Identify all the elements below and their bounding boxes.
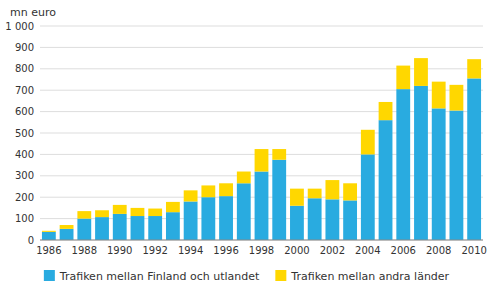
bar (432, 82, 446, 109)
bar (237, 183, 251, 240)
bar (201, 185, 215, 197)
legend: Trafiken mellan Finland och utlandet Traf… (44, 270, 450, 283)
grid-line (40, 26, 483, 27)
x-tick-label: 2006 (391, 245, 416, 256)
y-tick-label: 800 (15, 63, 34, 74)
bar (325, 199, 339, 240)
bar (272, 149, 286, 160)
bar (219, 196, 233, 240)
x-tick-label: 1992 (142, 245, 167, 256)
y-ticks: 0 100 200 300 400 500 600 700 800 900 1 000 (5, 21, 34, 246)
grid (40, 26, 483, 240)
bar (450, 111, 464, 240)
bar (414, 86, 428, 240)
bar (361, 154, 375, 240)
bar (148, 216, 162, 240)
grid-line (40, 240, 483, 241)
x-ticks: 1986 1988 1990 1992 1994 1996 1998 2000 2002 2004… (36, 245, 487, 256)
bar (113, 205, 127, 214)
x-tick-label: 1996 (213, 245, 238, 256)
bar (131, 216, 145, 240)
x-tick-label: 1994 (178, 245, 203, 256)
x-tick-label: 2000 (284, 245, 309, 256)
x-tick-label: 1988 (72, 245, 97, 256)
legend-item: Trafiken mellan Finland och utlandet (44, 270, 260, 283)
legend-swatch (44, 270, 55, 281)
bar (308, 189, 322, 199)
y-tick-label: 100 (15, 213, 34, 224)
bar (325, 180, 339, 199)
bars (42, 58, 481, 240)
x-axis-line (40, 240, 483, 241)
x-tick-label: 2010 (461, 245, 486, 256)
y-tick-label: 300 (15, 170, 34, 181)
bar (467, 59, 481, 78)
bar (379, 120, 393, 240)
bar (77, 219, 91, 240)
bar (467, 78, 481, 240)
x-tick-label: 1986 (36, 245, 61, 256)
bar (60, 229, 74, 240)
bar (414, 58, 428, 86)
y-tick-label: 400 (15, 149, 34, 160)
bar (42, 231, 56, 232)
y-tick-label: 700 (15, 85, 34, 96)
bar (255, 172, 269, 240)
bar (148, 209, 162, 216)
bar (184, 190, 198, 201)
y-tick-label: 500 (15, 128, 34, 139)
bar (343, 183, 357, 200)
bar (60, 225, 74, 229)
bar (113, 214, 127, 240)
y-tick-label: 200 (15, 192, 34, 203)
bar (272, 160, 286, 240)
x-tick-label: 2008 (426, 245, 451, 256)
legend-item: Trafiken mellan andra länder (275, 270, 449, 283)
legend-label: Trafiken mellan Finland och utlandet (59, 270, 260, 283)
x-tick-label: 2004 (355, 245, 380, 256)
bar (131, 208, 145, 216)
y-tick-label: 900 (15, 42, 34, 53)
bar (166, 212, 180, 240)
bar (343, 200, 357, 240)
chart: 0 100 200 300 400 500 600 700 800 900 1 000 mn euro… (0, 0, 493, 290)
bar (201, 197, 215, 240)
bar (184, 201, 198, 240)
x-tick-label: 2002 (320, 245, 345, 256)
bar (237, 172, 251, 184)
bar (396, 89, 410, 240)
legend-swatch (275, 270, 286, 281)
bar (290, 189, 304, 206)
bar (255, 149, 269, 171)
bar (361, 130, 375, 155)
legend-label: Trafiken mellan andra länder (290, 270, 449, 283)
bar (450, 85, 464, 111)
y-axis-label: mn euro (10, 6, 56, 19)
bar (166, 202, 180, 212)
bar (432, 108, 446, 240)
bar (77, 211, 91, 218)
bar (379, 102, 393, 120)
x-tick-label: 1990 (107, 245, 132, 256)
bar (95, 217, 109, 240)
grid-line (40, 47, 483, 48)
bar (290, 206, 304, 240)
y-tick-label: 1 000 (5, 21, 34, 32)
y-tick-label: 600 (15, 106, 34, 117)
bar (396, 66, 410, 90)
bar (308, 198, 322, 240)
bar (42, 232, 56, 240)
bar (219, 183, 233, 196)
bar (95, 210, 109, 217)
y-tick-label: 0 (28, 235, 34, 246)
x-tick-label: 1998 (249, 245, 274, 256)
